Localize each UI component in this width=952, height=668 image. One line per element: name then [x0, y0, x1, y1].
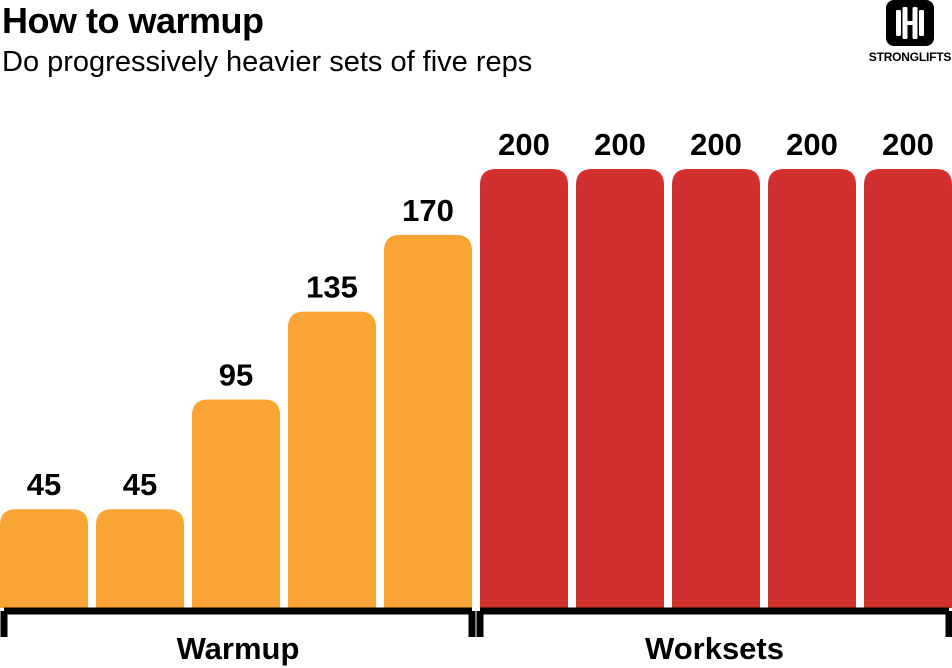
data-label: 200 [882, 127, 934, 162]
data-label: 200 [498, 127, 550, 162]
data-label: 170 [402, 193, 454, 228]
barbell-icon [886, 0, 934, 46]
data-label: 200 [786, 127, 838, 162]
bar [864, 169, 952, 608]
bar [96, 509, 184, 608]
stronglifts-logo: STRONGLIFTS [868, 0, 952, 72]
bar [576, 169, 664, 608]
bar [768, 169, 856, 608]
group-label: Warmup [177, 631, 300, 666]
data-label: 200 [594, 127, 646, 162]
bar [480, 169, 568, 608]
data-label: 95 [219, 357, 253, 392]
group-label: Worksets [645, 631, 784, 666]
bar [672, 169, 760, 608]
data-label: 200 [690, 127, 742, 162]
bar [0, 509, 88, 608]
group-bracket [0, 607, 476, 637]
group-bracket [476, 607, 952, 637]
chart-subtitle: Do progressively heavier sets of five re… [2, 46, 533, 78]
logo-wordmark: STRONGLIFTS [868, 50, 952, 64]
chart-title: How to warmup [2, 0, 264, 41]
bar [288, 311, 376, 608]
bar [192, 399, 280, 608]
data-label: 135 [306, 270, 358, 305]
data-label: 45 [27, 467, 61, 502]
data-label: 45 [123, 467, 157, 502]
bar [384, 234, 472, 608]
